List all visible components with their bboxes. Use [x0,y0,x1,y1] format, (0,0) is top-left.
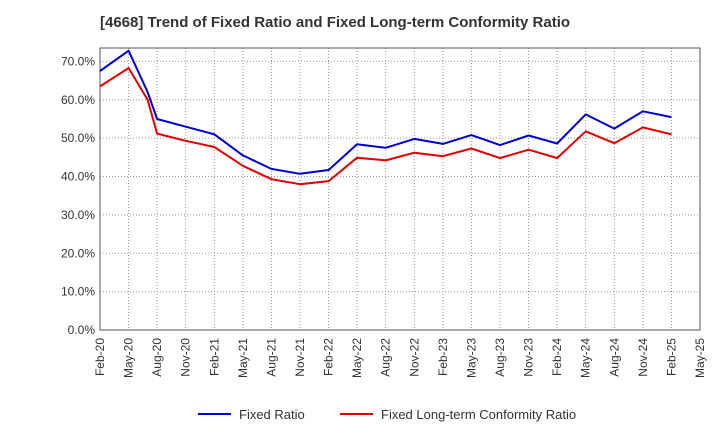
x-tick-label: Aug-21 [264,338,278,377]
x-tick-label: May-21 [236,338,250,378]
x-tick-label: Aug-24 [607,338,621,377]
y-tick-label: 0.0% [68,323,96,337]
x-tick-label: Feb-25 [664,338,678,376]
x-tick-label: May-24 [579,338,593,378]
y-tick-label: 30.0% [61,208,95,222]
x-tick-label: Nov-21 [293,338,307,377]
x-tick-label: Feb-21 [207,338,221,376]
y-tick-label: 50.0% [61,131,95,145]
plot-border [99,47,701,331]
y-tick-label: 10.0% [61,285,95,299]
x-tick-label: Nov-24 [636,338,650,377]
x-tick-label: Aug-23 [493,338,507,377]
y-tick-label: 70.0% [61,54,95,68]
x-tick-label: Aug-20 [150,338,164,377]
chart-title: [4668] Trend of Fixed Ratio and Fixed Lo… [100,14,571,31]
x-tick-label: Feb-22 [322,338,336,376]
x-tick-label: Nov-20 [179,338,193,377]
x-tick-label: Nov-22 [407,338,421,377]
x-tick-label: May-23 [464,338,478,378]
x-tick-label: Nov-23 [522,338,536,377]
y-tick-label: 20.0% [61,246,95,260]
x-tick-label: May-25 [693,338,707,378]
x-tick-label: May-22 [350,338,364,378]
series-line [99,67,672,186]
x-tick-label: May-20 [122,338,136,378]
legend-label: Fixed Ratio [239,407,305,422]
x-tick-label: Aug-22 [379,338,393,377]
series-line [99,49,672,175]
x-tick-label: Feb-23 [436,338,450,376]
y-tick-label: 60.0% [61,93,95,107]
x-tick-label: Feb-20 [93,338,107,376]
y-tick-label: 40.0% [61,170,95,184]
legend-label: Fixed Long-term Conformity Ratio [381,407,576,422]
x-tick-label: Feb-24 [550,338,564,376]
